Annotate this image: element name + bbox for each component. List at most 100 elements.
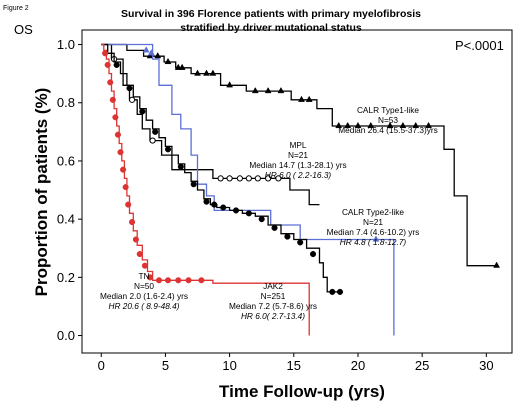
censor-mark-calr-type1-like-18 xyxy=(386,121,394,129)
censor-mark-calr-type1-like-1 xyxy=(154,52,162,59)
censor-mark-calr-type1-like-14 xyxy=(335,121,343,129)
censor-mark-mpl-3 xyxy=(217,175,224,182)
annotation-calr-type1-name: CALR Type1-like xyxy=(357,105,419,115)
chart-title-line1: Survival in 396 Florence patients with p… xyxy=(121,8,421,20)
censor-mark-tn-4 xyxy=(112,114,119,121)
censor-mark-mpl-8 xyxy=(265,175,272,182)
annotation-calr-type1-median: Median 26.4 (15.5-37.3)yrs xyxy=(338,125,438,135)
censor-mark-jak2-10 xyxy=(232,207,240,214)
censor-mark-jak2-9 xyxy=(220,204,227,211)
panel-label: OS xyxy=(14,22,33,37)
annotation-tn-n: N=50 xyxy=(134,281,154,291)
censor-mark-tn-3 xyxy=(109,96,116,103)
censor-mark-jak2-18 xyxy=(336,288,344,295)
annotation-mpl-median: Median 14.7 (1.3-28.1) yrs xyxy=(249,160,346,170)
censor-mark-calr-type2-like-2 xyxy=(372,235,380,242)
x-tick-label-20: 20 xyxy=(351,358,365,373)
censor-mark-calr-type1-like-19 xyxy=(399,121,407,129)
annotation-calr-type2-median: Median 7.4 (4.6-10.2) yrs xyxy=(327,227,420,237)
annotation-jak2-hr: HR 6.0( 2.7-13.4) xyxy=(241,311,305,321)
annotation-calr-type2-n: N=21 xyxy=(363,217,383,227)
annotation-calr-type1: CALR Type1-like N=53 Median 26.4 (15.5-3… xyxy=(338,105,438,135)
censor-mark-tn-15 xyxy=(155,277,163,284)
censor-mark-calr-type1-like-6 xyxy=(203,69,210,76)
series-line-mpl xyxy=(101,43,320,206)
annotation-jak2-median: Median 7.2 (5.7-8.6) yrs xyxy=(229,301,317,311)
x-tick-label-30: 30 xyxy=(479,358,493,373)
x-tick-label-15: 15 xyxy=(287,358,301,373)
censor-mark-tn-11 xyxy=(132,236,139,243)
censor-mark-calr-type1-like-9 xyxy=(251,86,259,94)
series-line-tn xyxy=(101,43,310,336)
censor-mark-tn-14 xyxy=(146,274,154,281)
annotation-calr-type2: CALR Type2-like N=21 Median 7.4 (4.6-10.… xyxy=(327,207,420,247)
series-tn xyxy=(101,43,310,336)
censor-mark-mpl-5 xyxy=(236,175,243,182)
censor-mark-jak2-2 xyxy=(139,108,146,115)
series-line-calr-type2-like xyxy=(101,43,395,336)
y-tick-label-0.4: 0.4 xyxy=(57,212,75,227)
censor-mark-calr-type2-like-0 xyxy=(142,46,150,53)
annotation-tn: TN N=50 Median 2.0 (1.6-2.4) yrs HR 20.6… xyxy=(100,271,188,311)
censor-mark-jak2-14 xyxy=(284,233,291,240)
censor-mark-calr-type1-like-16 xyxy=(354,121,362,129)
annotation-calr-type2-hr: HR 4.8 ( 1.8-12.7) xyxy=(340,237,407,247)
censor-mark-tn-10 xyxy=(129,219,136,226)
censor-mark-tn-6 xyxy=(117,149,124,156)
annotation-mpl: MPL N=21 Median 14.7 (1.3-28.1) yrs HR 6… xyxy=(249,140,346,180)
censor-mark-tn-18 xyxy=(185,277,192,284)
annotation-mpl-hr: HR 6.0 ( 2.2-16.3) xyxy=(265,170,332,180)
censor-mark-mpl-9 xyxy=(275,175,282,182)
series-line-calr-type1-like xyxy=(101,43,497,267)
censor-mark-calr-type1-like-10 xyxy=(264,86,272,94)
censor-mark-calr-type1-like-15 xyxy=(344,121,352,129)
y-tick-label-0.6: 0.6 xyxy=(57,153,75,168)
series-calr-type1-like xyxy=(101,43,501,268)
y-tick-label-0.8: 0.8 xyxy=(57,95,75,110)
censor-mark-jak2-4 xyxy=(164,146,172,153)
y-tick-label-1.0: 1.0 xyxy=(57,37,75,52)
censor-mark-jak2-17 xyxy=(329,288,336,295)
series-calr-type2-like xyxy=(101,43,395,336)
censor-mark-tn-5 xyxy=(114,131,121,138)
censor-mark-tn-19 xyxy=(198,277,205,284)
censor-mark-mpl-2 xyxy=(149,137,156,144)
censor-mark-mpl-1 xyxy=(128,96,136,103)
censor-mark-jak2-7 xyxy=(203,198,210,205)
y-tick-label-0.0: 0.0 xyxy=(57,328,75,343)
annotation-jak2: JAK2 N=251 Median 7.2 (5.7-8.6) yrs HR 6… xyxy=(229,281,317,321)
censor-mark-tn-16 xyxy=(164,277,172,284)
p-value: P<.0001 xyxy=(455,38,504,53)
censor-mark-tn-7 xyxy=(120,166,127,173)
censor-mark-tn-13 xyxy=(141,262,148,269)
censor-mark-calr-type1-like-8 xyxy=(226,81,234,88)
censor-mark-jak2-6 xyxy=(190,181,197,188)
censor-mark-tn-2 xyxy=(107,79,114,86)
censor-mark-jak2-3 xyxy=(152,128,159,135)
censor-mark-calr-type1-like-5 xyxy=(194,69,201,76)
annotation-tn-hr: HR 20.6 ( 8.9-48.4) xyxy=(108,301,179,311)
censor-mark-calr-type1-like-4 xyxy=(178,63,186,70)
censor-mark-tn-17 xyxy=(175,277,182,284)
censor-mark-mpl-7 xyxy=(254,175,261,182)
y-tick-label-0.2: 0.2 xyxy=(57,270,75,285)
axis-ticks: 0 5 10 15 20 25 30 0.0 0.2 0.4 0.6 0.8 1.0 xyxy=(57,37,494,373)
censor-mark-calr-type1-like-22 xyxy=(493,261,501,268)
annotation-jak2-name: JAK2 xyxy=(263,281,283,291)
series-group xyxy=(101,43,501,336)
censor-mark-jak2-5 xyxy=(177,163,184,170)
censor-mark-tn-0 xyxy=(102,50,109,57)
censor-mark-jak2-16 xyxy=(309,251,317,258)
x-axis-label: Time Follow-up (yrs) xyxy=(219,382,385,401)
censor-mark-calr-type1-like-7 xyxy=(209,69,217,76)
censor-mark-jak2-11 xyxy=(245,210,252,217)
censor-mark-calr-type1-like-13 xyxy=(305,95,313,102)
censor-mark-mpl-4 xyxy=(226,175,233,182)
annotation-calr-type2-name: CALR Type2-like xyxy=(342,207,404,217)
chart-title-line2: stratified by driver mutational status xyxy=(180,22,362,34)
censor-mark-jak2-13 xyxy=(271,224,278,231)
annotation-calr-type1-n: N=53 xyxy=(378,115,398,125)
annotation-mpl-name: MPL xyxy=(289,140,306,150)
censor-mark-calr-type1-like-20 xyxy=(412,121,420,129)
